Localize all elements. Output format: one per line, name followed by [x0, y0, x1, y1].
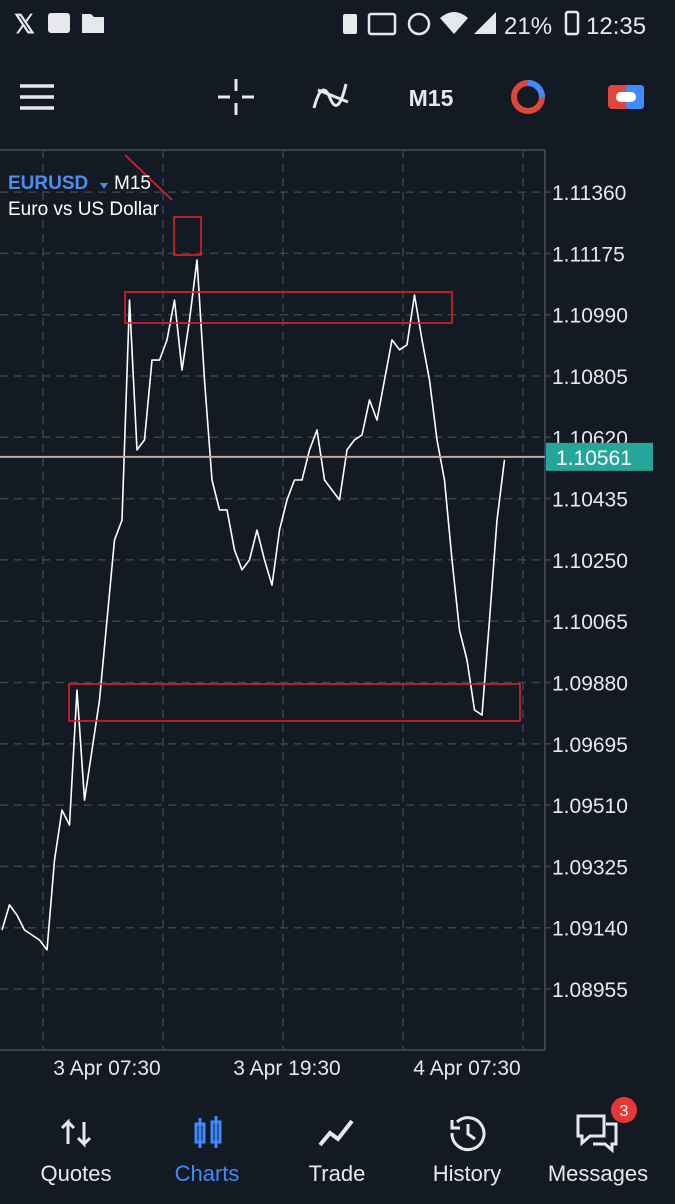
y-tick-label: 1.10435: [552, 489, 628, 512]
quotes-icon[interactable]: [60, 1118, 92, 1148]
symbol-description: Euro vs US Dollar: [8, 199, 160, 220]
rectangle-annotation: [68, 683, 521, 722]
bottom-nav: 3 Quotes Charts Trade History Messages: [41, 1097, 648, 1186]
y-tick-label: 1.09695: [552, 734, 628, 757]
messages-icon[interactable]: [576, 1114, 618, 1154]
wifi-icon: [440, 12, 468, 34]
current-price-tag: [546, 442, 653, 471]
drawn-annotations: [68, 154, 521, 722]
symbol[interactable]: EURUSD: [8, 173, 88, 194]
y-tick-label: 1.09880: [552, 673, 628, 696]
y-tick-label: 1.09325: [552, 856, 628, 879]
signal-icon: [474, 12, 496, 34]
chart: 1.08955 1.09140 1.09325 1.09510 1.09695 1.098…: [0, 149, 653, 1080]
folder-icon: [82, 14, 104, 33]
y-tick-label: 1.09510: [552, 795, 628, 818]
x-icon: 𝕏: [14, 9, 35, 39]
y-tick-label: 1.10250: [552, 550, 628, 573]
history-icon[interactable]: [450, 1116, 486, 1152]
clock: 12:35: [586, 13, 646, 40]
indicators-button[interactable]: [312, 83, 349, 109]
one-click-knob: [616, 92, 636, 102]
trade-icon[interactable]: [318, 1119, 354, 1147]
x-tick-label: 4 Apr 07:30: [413, 1057, 520, 1080]
y-tick-label: 1.10065: [552, 611, 628, 634]
menu-button[interactable]: [20, 84, 54, 110]
chart-timeframe: M15: [114, 173, 151, 194]
x-tick-label: 3 Apr 19:30: [233, 1057, 340, 1080]
messages-badge: [611, 1097, 637, 1123]
charts-icon[interactable]: [194, 1116, 222, 1148]
lock-icon: [343, 14, 357, 34]
cast-icon: [367, 12, 397, 36]
vertical-grid: [42, 150, 524, 1050]
price-line: [1, 259, 506, 951]
y-tick-label: 1.11175: [552, 243, 625, 266]
x-tick-label: 3 Apr 07:30: [53, 1057, 160, 1080]
status-bar: 𝕏 21% 12:35: [14, 9, 646, 40]
alarm-icon: [407, 12, 431, 36]
y-tick-label: 1.08955: [552, 979, 628, 1002]
crosshair-button[interactable]: [218, 79, 254, 115]
nav-label[interactable]: History: [433, 1161, 501, 1186]
symbol-dropdown[interactable]: [100, 183, 108, 189]
timeframe-button[interactable]: M15: [409, 85, 454, 111]
battery-percent: 21%: [504, 13, 552, 40]
current-price-label: 1.10561: [556, 447, 632, 470]
badge-count: 3: [620, 1103, 629, 1120]
nav-icons: [60, 1114, 618, 1154]
nav-label[interactable]: Quotes: [41, 1161, 112, 1186]
trade-signals-accent: [527, 80, 545, 98]
nav-label[interactable]: Messages: [548, 1161, 648, 1186]
trend-line: [124, 154, 173, 201]
app-icon: [48, 13, 70, 33]
toolbar: M15: [20, 79, 644, 115]
rectangle-annotation: [124, 291, 453, 324]
y-tick-label: 1.11360: [552, 182, 626, 205]
nav-label[interactable]: Charts: [175, 1161, 240, 1186]
rectangle-annotation: [173, 216, 202, 256]
nav-label[interactable]: Trade: [309, 1161, 366, 1186]
y-tick-label: 1.09140: [552, 918, 628, 941]
y-tick-label: 1.10805: [552, 366, 628, 389]
y-tick-label: 1.10990: [552, 305, 628, 328]
battery-icon: [564, 10, 580, 36]
